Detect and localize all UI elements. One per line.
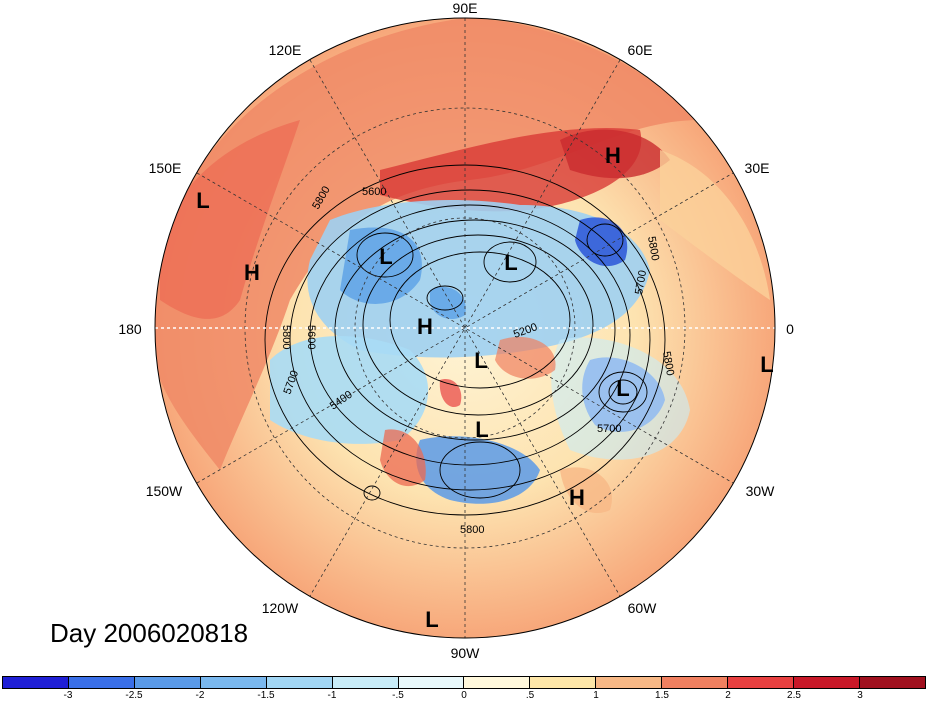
colorbar-swatch <box>3 677 69 688</box>
colorbar-swatch <box>68 677 135 688</box>
high-pressure-label: H <box>569 485 585 510</box>
low-pressure-label: L <box>196 188 209 213</box>
lon-label-150w: 150W <box>146 483 183 499</box>
lon-label-180: 180 <box>118 321 142 337</box>
low-pressure-label: L <box>760 352 773 377</box>
contour-label: 5800 <box>660 350 676 376</box>
colorbar-tick-label: -.5 <box>392 690 404 701</box>
low-pressure-label: L <box>616 376 629 401</box>
high-pressure-label: H <box>244 260 260 285</box>
low-pressure-label: L <box>379 244 392 269</box>
colorbar-swatch <box>662 677 729 688</box>
colorbar-tick-label: 0 <box>461 690 467 701</box>
high-pressure-label: H <box>605 143 621 168</box>
contour-label: 5700 <box>597 423 621 435</box>
colorbar-swatch <box>200 677 267 688</box>
lon-label-90w: 90W <box>451 645 481 661</box>
colorbar-tick-label: 1.5 <box>655 690 669 701</box>
low-pressure-label: L <box>475 417 488 442</box>
low-pressure-label: L <box>425 607 438 632</box>
colorbar-swatch <box>728 677 795 688</box>
colorbar-swatch <box>530 677 597 688</box>
low-pressure-label: L <box>504 250 517 275</box>
contour-label: 5800 <box>645 235 661 261</box>
lon-label-120w: 120W <box>262 600 299 616</box>
lon-label-0: 0 <box>786 321 794 337</box>
anomaly-field <box>155 18 775 638</box>
lon-label-30e: 30E <box>745 160 770 176</box>
colorbar-swatch <box>398 677 465 688</box>
contour-label: 5800 <box>280 325 292 349</box>
contour-label: 5600 <box>305 325 317 349</box>
high-pressure-label: H <box>417 314 433 339</box>
colorbar-tick-label: -2.5 <box>125 690 143 701</box>
lon-label-150e: 150E <box>149 160 182 176</box>
graticule <box>155 18 775 638</box>
colorbar-tick-label: 3 <box>857 690 863 701</box>
colorbar-tick-label: 1 <box>593 690 599 701</box>
lon-label-60e: 60E <box>628 42 653 58</box>
height-contours <box>264 164 666 516</box>
colorbar-swatch <box>794 677 860 688</box>
map-boundary <box>154 17 776 639</box>
colorbar-swatch <box>464 677 531 688</box>
colorbar-tick-label: -1.5 <box>257 690 275 701</box>
colorbar-swatch <box>332 677 399 688</box>
colorbar-tick-label: -2 <box>195 690 205 701</box>
contour-label: 5700 <box>633 269 649 295</box>
colorbar-swatch <box>596 677 663 688</box>
colorbar-tick-label: 2 <box>725 690 731 701</box>
contour-label: 5600 <box>362 186 386 198</box>
colorbar-swatch <box>266 677 333 688</box>
map-title: Day 2006020818 <box>50 618 249 648</box>
colorbar-tick-label: .5 <box>525 690 535 701</box>
colorbar-tick-label: -1 <box>327 690 337 701</box>
colorbar-swatch <box>859 677 925 688</box>
lon-label-60w: 60W <box>628 600 658 616</box>
polar-map: 90E 60E 120E 30E 150E 180 0 150W 30W 120… <box>118 0 794 661</box>
lon-label-90e: 90E <box>453 0 478 16</box>
colorbar-tick-labels: -3 -2.5 -2 -1.5 -1 -.5 0 .5 1 1.5 2 2.5 3 <box>2 690 926 702</box>
low-pressure-label: L <box>474 348 487 373</box>
lon-label-30w: 30W <box>746 483 776 499</box>
colorbar-tick-label: -3 <box>63 690 73 701</box>
lon-label-120e: 120E <box>269 42 302 58</box>
contour-label: 5800 <box>460 524 484 536</box>
colorbar-swatch <box>134 677 201 688</box>
colorbar <box>2 676 926 689</box>
colorbar-tick-label: 2.5 <box>787 690 801 701</box>
